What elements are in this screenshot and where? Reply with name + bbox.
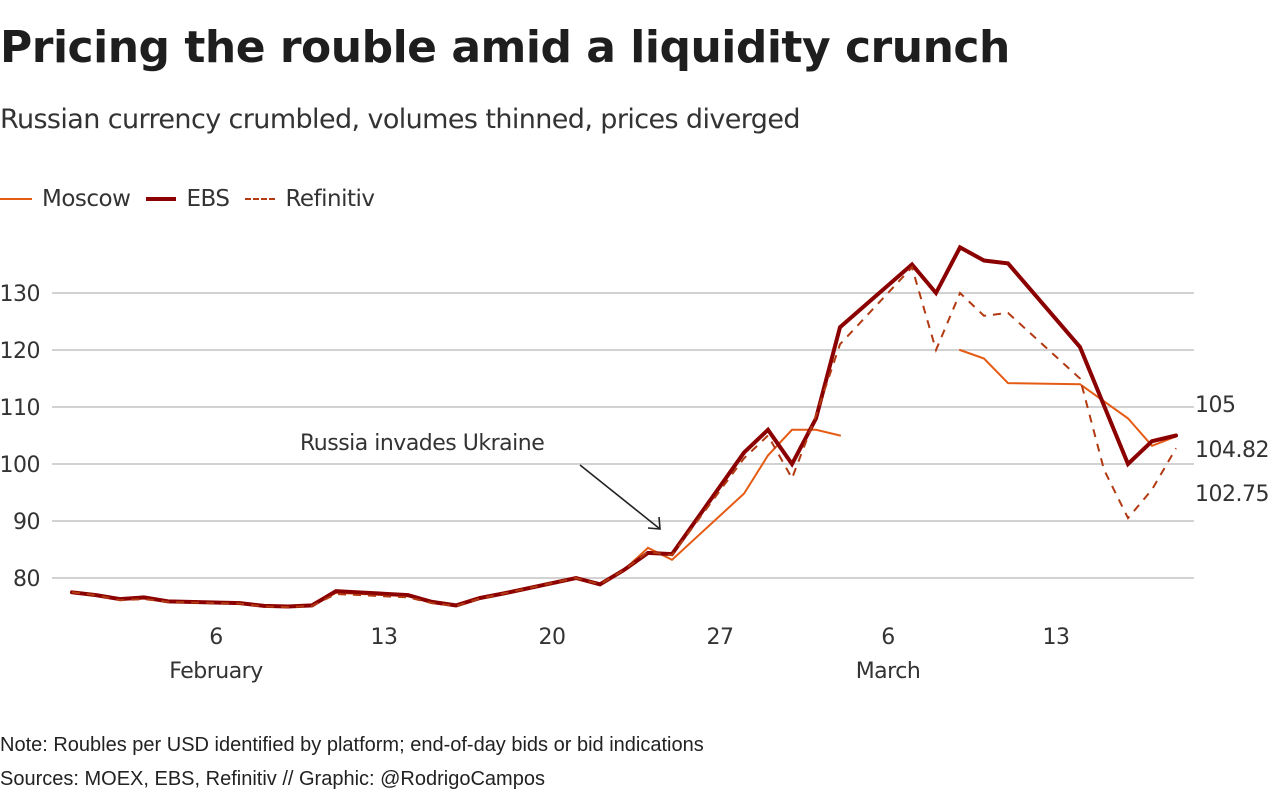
y-axis-ticks: 80 90 100 110 120 130 bbox=[0, 282, 41, 592]
legend-item-moscow: Moscow bbox=[0, 186, 131, 212]
x-tick-label: 20 bbox=[539, 625, 566, 650]
x-tick-label: 13 bbox=[1043, 625, 1070, 650]
chart-subtitle: Russian currency crumbled, volumes thinn… bbox=[0, 104, 800, 135]
legend-item-ebs: EBS bbox=[146, 186, 230, 212]
legend-label-moscow: Moscow bbox=[42, 186, 131, 212]
legend-swatch-ebs bbox=[146, 197, 177, 201]
series-line-ebs bbox=[70, 244, 1178, 609]
y-tick-label-110: 110 bbox=[0, 396, 40, 421]
end-label: 102.75 bbox=[1195, 482, 1269, 507]
x-axis-ticks: 6 February 13 20 27 6 March 13 bbox=[169, 625, 1070, 684]
annotation: Russia invades Ukraine bbox=[300, 431, 661, 530]
chart-sources: Sources: MOEX, EBS, Refinitiv // Graphic… bbox=[0, 768, 545, 790]
y-tick-label-100: 100 bbox=[0, 453, 40, 478]
series-line-moscow-segment-2 bbox=[959, 349, 1177, 447]
y-tick-label-120: 120 bbox=[0, 339, 40, 364]
series-line-moscow-segment-1 bbox=[71, 428, 841, 609]
x-month-label-february: February bbox=[169, 659, 263, 684]
x-tick-label: 27 bbox=[707, 625, 734, 650]
legend-label-ebs: EBS bbox=[186, 186, 230, 212]
legend-swatch-refinitiv bbox=[245, 198, 276, 200]
series-lines bbox=[70, 244, 1178, 609]
annotation-arrowhead bbox=[647, 516, 661, 530]
gridlines bbox=[52, 292, 1194, 579]
y-tick-label-130: 130 bbox=[0, 282, 40, 307]
x-month-label-march: March bbox=[856, 659, 921, 684]
legend: Moscow EBS Refinitiv bbox=[0, 186, 391, 212]
x-tick-label: 6 bbox=[209, 625, 223, 650]
y-tick-label-90: 90 bbox=[13, 510, 40, 535]
chart-note: Note: Roubles per USD identified by plat… bbox=[0, 734, 704, 756]
chart-title: Pricing the rouble amid a liquidity crun… bbox=[0, 22, 1010, 73]
annotation-arrow bbox=[579, 464, 661, 530]
x-tick-label: 13 bbox=[371, 625, 398, 650]
annotation-text: Russia invades Ukraine bbox=[300, 431, 544, 456]
legend-item-refinitiv: Refinitiv bbox=[245, 186, 375, 212]
legend-swatch-moscow bbox=[0, 198, 32, 200]
end-labels: 105 104.82 102.75 bbox=[1195, 393, 1269, 507]
end-label: 105 bbox=[1195, 393, 1236, 418]
series-line-refinitiv bbox=[71, 265, 1177, 609]
legend-label-refinitiv: Refinitiv bbox=[285, 186, 375, 212]
y-tick-label-80: 80 bbox=[13, 567, 40, 592]
x-tick-label: 6 bbox=[881, 625, 895, 650]
end-label: 104.82 bbox=[1195, 438, 1269, 463]
